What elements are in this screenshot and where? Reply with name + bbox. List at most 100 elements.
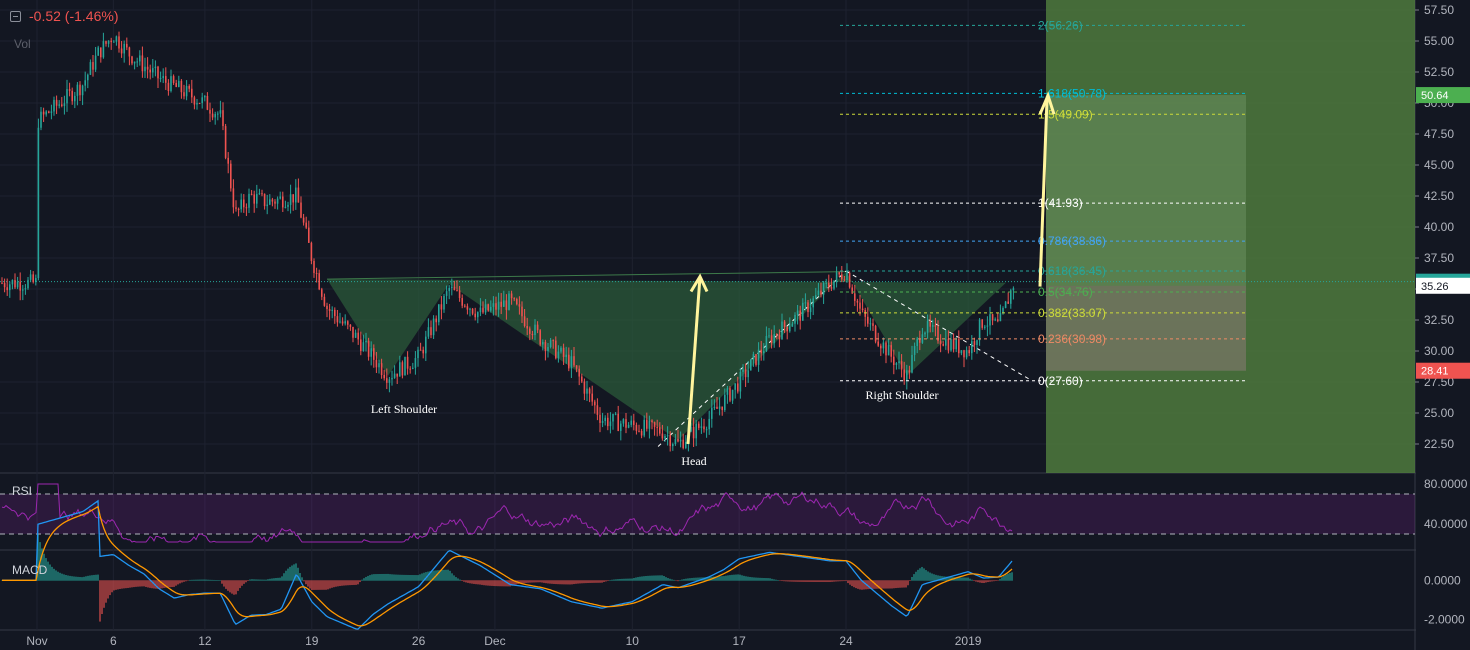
candle-body: [235, 207, 237, 209]
candle-body: [107, 40, 110, 44]
macd-histogram-bar: [445, 569, 447, 581]
candle-body: [620, 423, 622, 431]
candle-body: [318, 273, 320, 290]
candle-body: [497, 301, 500, 310]
macd-histogram-bar: [493, 580, 495, 587]
price-tick-label: 25.00: [1424, 406, 1454, 420]
candle-body: [666, 435, 669, 437]
target-arrow-tip: [1038, 91, 1056, 115]
macd-histogram-bar: [817, 580, 819, 583]
macd-histogram-bar: [601, 580, 603, 583]
candle-body: [440, 304, 443, 310]
candle-body: [492, 303, 495, 307]
candle-body: [794, 314, 796, 324]
macd-histogram-bar: [363, 578, 365, 581]
macd-histogram-bar: [957, 577, 959, 581]
candle-body: [937, 326, 939, 342]
macd-histogram-bar: [417, 575, 419, 581]
candle-body: [6, 287, 8, 291]
candle-body: [219, 110, 222, 114]
candle-body: [165, 76, 167, 83]
macd-histogram-bar: [893, 580, 895, 589]
macd-histogram-bar: [611, 579, 613, 581]
macd-histogram-bar: [927, 571, 929, 581]
candle-body: [768, 335, 770, 337]
macd-histogram-bar: [271, 578, 273, 581]
macd-histogram-bar: [741, 575, 743, 581]
macd-histogram-bar: [213, 579, 215, 581]
macd-histogram-bar: [429, 571, 431, 581]
rsi-label: RSI: [12, 484, 33, 498]
macd-histogram-bar: [745, 576, 747, 581]
macd-histogram-bar: [891, 580, 893, 589]
candle-body: [742, 369, 744, 372]
candle-body: [180, 80, 183, 93]
macd-histogram-bar: [369, 575, 371, 581]
rsi-band: [0, 494, 1415, 534]
candle-body: [188, 86, 190, 89]
macd-histogram-bar: [365, 576, 367, 581]
candle-body: [474, 313, 476, 318]
macd-histogram-bar: [867, 580, 869, 590]
candle-body: [536, 324, 539, 331]
macd-histogram-bar: [737, 574, 739, 581]
macd-panel: [1, 499, 1013, 630]
macd-histogram-bar: [801, 580, 803, 582]
price-tick-label: 37.50: [1424, 251, 1454, 265]
candle-body: [97, 47, 99, 56]
macd-histogram-bar: [289, 566, 291, 581]
macd-histogram-bar: [87, 575, 89, 581]
candle-body: [703, 426, 705, 430]
candle-body: [391, 377, 393, 380]
head-label: Head: [681, 454, 706, 468]
candle-body: [919, 338, 921, 343]
volume-label: Vol: [14, 37, 31, 51]
macd-histogram-bar: [755, 577, 757, 581]
macd-histogram-bar: [91, 575, 93, 581]
candle-body: [300, 202, 302, 218]
macd-histogram-bar: [1001, 577, 1003, 581]
macd-histogram-bar: [81, 577, 83, 581]
macd-histogram-bar: [857, 580, 859, 589]
candle-body: [453, 286, 456, 291]
candle-body: [843, 279, 846, 281]
macd-histogram-bar: [861, 580, 863, 590]
macd-histogram-bar: [837, 580, 839, 582]
candle-body: [157, 66, 159, 79]
macd-histogram-bar: [159, 580, 161, 589]
candle-body: [586, 388, 588, 394]
macd-histogram-bar: [631, 578, 633, 581]
macd-histogram-bar: [419, 574, 421, 581]
candle-body: [276, 198, 279, 204]
macd-histogram-bar: [135, 580, 137, 587]
candle-body: [419, 349, 422, 351]
candle-body: [640, 430, 643, 436]
macd-histogram-bar: [345, 580, 347, 586]
candle-body: [929, 320, 931, 327]
macd-histogram-bar: [603, 580, 605, 582]
candle-body: [167, 82, 170, 92]
macd-histogram-bar: [577, 580, 579, 584]
candle-body: [406, 356, 409, 369]
macd-histogram-bar: [361, 579, 363, 581]
macd-histogram-bar: [385, 573, 387, 581]
macd-histogram-bar: [563, 580, 565, 585]
candle-body: [893, 356, 895, 366]
candle-body: [144, 66, 146, 72]
collapse-icon[interactable]: [10, 10, 21, 22]
candle-body: [393, 373, 396, 378]
candle-body: [815, 295, 817, 299]
macd-histogram-bar: [921, 566, 923, 581]
macd-histogram-bar: [677, 580, 679, 582]
macd-histogram-bar: [557, 580, 559, 585]
candle-body: [692, 426, 695, 439]
macd-histogram-bar: [961, 577, 963, 581]
macd-histogram-bar: [519, 580, 521, 584]
macd-histogram-bar: [761, 577, 763, 581]
candle-body: [365, 340, 367, 343]
macd-histogram-bar: [129, 580, 131, 588]
candle-body: [131, 56, 133, 64]
macd-histogram-bar: [809, 580, 811, 582]
candle-body: [638, 430, 640, 432]
